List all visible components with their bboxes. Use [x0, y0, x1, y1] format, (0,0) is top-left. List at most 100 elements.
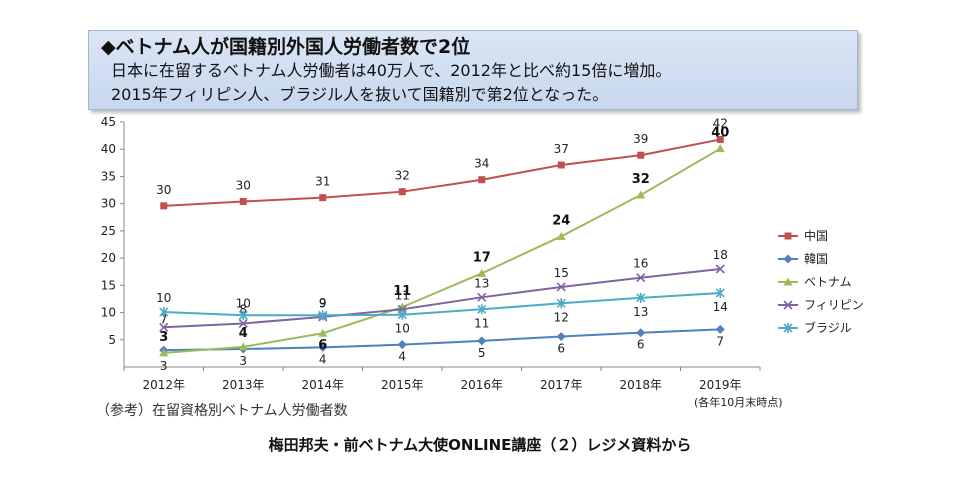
banner-line-2: 2015年フィリピン人、ブラジル人を抜いて国籍別で第2位となった。: [111, 85, 609, 104]
series-1-data-label: 6: [557, 342, 565, 356]
series-1-point: [636, 328, 646, 338]
legend-swatch-marker: [783, 277, 793, 286]
series-2-point: [715, 144, 725, 153]
legend-label: 中国: [804, 228, 828, 243]
series-2-point: [477, 268, 487, 277]
series-3-data-label: 9: [319, 296, 327, 310]
series-1-point: [397, 340, 407, 350]
series-2-data-label: 4: [239, 326, 248, 341]
series-0-data-label: 42: [713, 116, 728, 130]
series-2-data-label: 24: [552, 213, 570, 228]
series-3-data-label: 8: [239, 302, 247, 316]
y-tick-label: 5: [108, 333, 116, 347]
x-tick-label: 2013年: [222, 378, 265, 392]
series-4-point: [397, 309, 407, 320]
series-4-data-label: 13: [633, 305, 648, 319]
series-2-data-label: 11: [393, 284, 411, 299]
series-2-point: [318, 328, 328, 337]
series-2-data-label: 40: [711, 126, 729, 141]
series-4-data-label: 14: [713, 300, 728, 314]
series-3-point: [715, 264, 725, 274]
series-3-point: [238, 318, 248, 329]
series-1-data-label: 3: [160, 359, 168, 373]
series-0-data-label: 37: [554, 142, 569, 156]
series-3-data-label: 13: [474, 276, 489, 290]
series-3-point: [159, 322, 169, 332]
headline-banner: ◆ベトナム人が国籍別外国人労働者数で2位 日本に在留するベトナム人労働者は40万…: [88, 30, 858, 110]
series-0-data-label: 32: [395, 169, 410, 183]
series-1-data-label: 6: [637, 338, 645, 352]
series-2-point: [556, 231, 566, 240]
series-3-data-label: 7: [160, 312, 168, 326]
series-0-line: [163, 138, 721, 207]
y-tick-label: 10: [101, 306, 116, 320]
series-4-point: [556, 298, 566, 309]
series-4-data-label: 9: [319, 296, 327, 310]
series-3-data-label: 18: [713, 248, 728, 262]
y-tick-label: 40: [101, 142, 116, 156]
series-2-line: [163, 147, 721, 354]
series-3-data-label: 15: [554, 266, 569, 280]
legend-swatch-marker: [783, 323, 793, 333]
series-1-point: [715, 324, 725, 334]
x-tick-label: 2017年: [540, 378, 583, 392]
series-4-point: [318, 310, 328, 321]
legend-label: 韓国: [804, 252, 828, 266]
y-tick-label: 30: [101, 197, 116, 211]
series-4-point: [159, 307, 169, 318]
series-0-data-label: 39: [633, 132, 648, 146]
line-chart: 5 10 15 20 25 30 35 40 45 2012年 2013年 2014年 2015年 201…: [101, 115, 864, 392]
series-3-data-label: 11: [395, 288, 410, 302]
x-tick-label: 2015年: [381, 378, 424, 392]
series-1-point: [556, 332, 566, 342]
series-1-data-label: 4: [319, 352, 327, 366]
series-2-point: [238, 342, 248, 351]
series-4-point: [636, 292, 646, 303]
legend-label: ブラジル: [804, 320, 852, 335]
series-1-data-label: 3: [239, 354, 247, 368]
series-0-data-label: 31: [315, 175, 330, 189]
x-tick-label: 2018年: [619, 378, 662, 392]
banner-title: ◆ベトナム人が国籍別外国人労働者数で2位: [101, 36, 471, 58]
x-tick-label: 2019年: [699, 378, 742, 392]
x-tick-label: 2014年: [301, 378, 344, 392]
series-0-point: [319, 194, 327, 202]
y-tick-label: 35: [101, 169, 116, 183]
y-tick-label: 15: [101, 278, 116, 292]
series-1-line: [163, 328, 721, 352]
series-0-data-label: 34: [474, 157, 489, 171]
series-4-data-label: 10: [156, 291, 171, 305]
series-0-point: [557, 161, 565, 169]
x-tick-label: 2012年: [142, 378, 185, 392]
series-3-point: [477, 292, 487, 302]
series-3-point: [636, 273, 646, 283]
y-tick-label: 20: [101, 251, 116, 265]
series-1-point: [318, 342, 328, 352]
series-3-data-label: 16: [633, 257, 648, 271]
y-tick-label: 25: [101, 224, 116, 238]
series-0-point: [160, 202, 168, 210]
series-4-data-label: 12: [554, 310, 569, 324]
series-0-point: [398, 188, 406, 196]
legend-label: フィリピン: [804, 298, 864, 312]
y-tick-label: 45: [101, 115, 116, 129]
series-2-data-label: 3: [159, 330, 168, 345]
series-4-point: [238, 310, 248, 321]
banner-line-1: 日本に在留するベトナム人労働者は40万人で、2012年と比べ約15倍に増加。: [111, 61, 672, 80]
series-0-point: [478, 176, 486, 184]
series-1-data-label: 7: [716, 334, 724, 348]
series-4-line: [163, 291, 721, 317]
series-0-point: [239, 197, 247, 205]
series-4-point: [715, 287, 725, 298]
series-0-data-label: 30: [156, 183, 171, 197]
legend-swatch-marker: [783, 300, 793, 310]
series-2-point: [636, 190, 646, 199]
legend-swatch-marker: [783, 254, 793, 264]
series-1-data-label: 4: [398, 350, 406, 364]
series-0-data-label: 30: [236, 178, 251, 192]
legend-label: ベトナム: [804, 275, 852, 289]
series-3-line: [163, 268, 721, 329]
reference-note: （参考）在留資格別ベトナム人労働者数: [96, 403, 348, 419]
series-2-data-label: 32: [632, 172, 650, 187]
series-4-point: [477, 304, 487, 315]
